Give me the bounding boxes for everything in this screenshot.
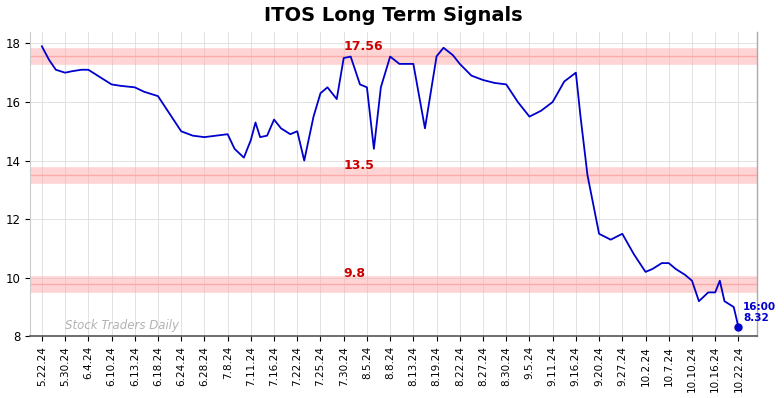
Text: 13.5: 13.5 [343, 159, 375, 172]
Text: 9.8: 9.8 [343, 267, 365, 280]
Text: Stock Traders Daily: Stock Traders Daily [65, 319, 179, 332]
Text: 17.56: 17.56 [343, 40, 383, 53]
Title: ITOS Long Term Signals: ITOS Long Term Signals [264, 6, 523, 25]
Text: 16:00
8.32: 16:00 8.32 [743, 302, 776, 323]
